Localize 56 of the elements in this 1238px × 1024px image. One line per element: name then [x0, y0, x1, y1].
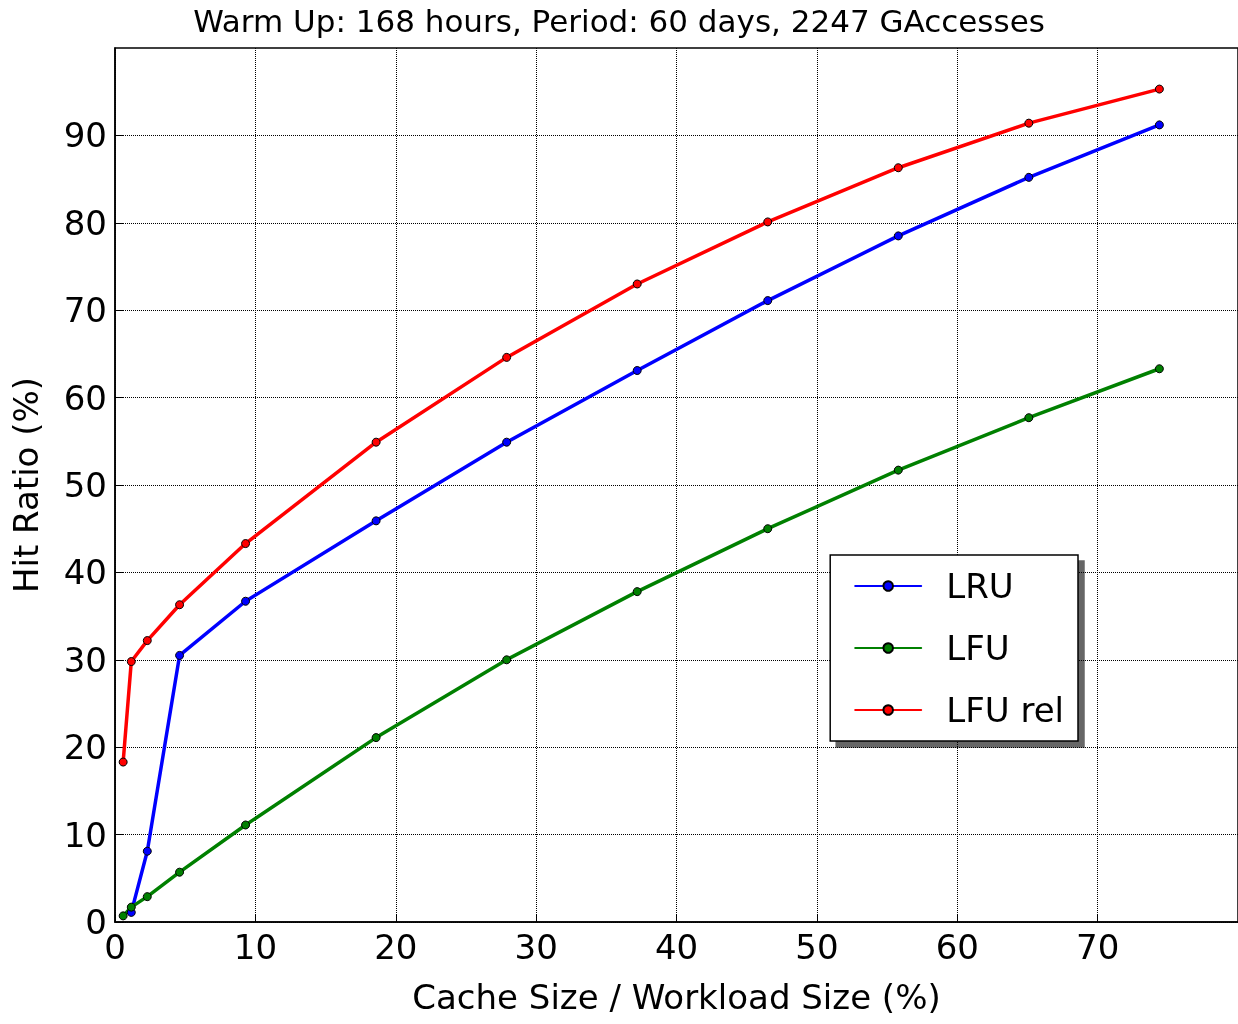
chart-title: Warm Up: 168 hours, Period: 60 days, 2247 GAccesses: [193, 2, 1045, 39]
point: [126, 657, 136, 667]
point: [142, 846, 152, 856]
legend-label: LFU rel: [946, 690, 1065, 730]
point: [502, 437, 512, 447]
point: [175, 650, 185, 660]
x-tick-label: 40: [654, 927, 699, 967]
point: [371, 733, 381, 743]
point: [632, 279, 642, 289]
y-tick-label: 80: [63, 202, 107, 243]
point: [118, 757, 128, 767]
y-tick-label: 20: [63, 727, 107, 768]
point: [1154, 120, 1164, 130]
point: [763, 524, 773, 534]
point: [502, 655, 512, 665]
point: [893, 163, 903, 173]
point: [142, 636, 152, 646]
y-tick-label: 10: [63, 814, 107, 855]
y-tick-label: 70: [63, 290, 107, 331]
point: [241, 596, 251, 606]
point: [126, 902, 136, 912]
y-tick-label: 90: [63, 115, 107, 156]
x-tick-label: 30: [514, 927, 558, 967]
y-axis-title: Hit Ratio (%): [6, 376, 46, 594]
x-tick-label: 20: [374, 927, 418, 967]
point: [893, 465, 903, 475]
y-tick-label: 0: [85, 902, 107, 942]
point: [142, 892, 152, 902]
legend-label: LFU: [946, 628, 1010, 668]
legend-label: LRU: [946, 566, 1014, 606]
x-tick-label: 60: [935, 927, 979, 967]
point: [1024, 413, 1034, 423]
y-tick-label: 30: [63, 639, 107, 680]
x-tick-label: 10: [233, 927, 278, 967]
x-tick-label: 70: [1075, 927, 1120, 967]
point: [632, 366, 642, 375]
point: [763, 296, 773, 306]
y-tick-label: 50: [63, 465, 107, 505]
point: [175, 867, 185, 877]
point: [371, 437, 381, 447]
x-tick-label: 50: [795, 927, 839, 967]
point: [175, 600, 185, 610]
point: [502, 352, 512, 362]
point: [371, 516, 381, 526]
point: [241, 820, 251, 830]
point: [763, 217, 773, 227]
point: [632, 587, 642, 597]
x-axis-title: Cache Size / Workload Size (%): [412, 977, 941, 1017]
point: [1024, 172, 1034, 182]
point: [1154, 84, 1164, 94]
point: [241, 539, 251, 549]
y-tick-label: 60: [63, 377, 107, 418]
y-tick-label: 40: [63, 552, 107, 593]
point: [893, 231, 903, 241]
point: [1154, 364, 1164, 374]
point: [1024, 118, 1034, 128]
